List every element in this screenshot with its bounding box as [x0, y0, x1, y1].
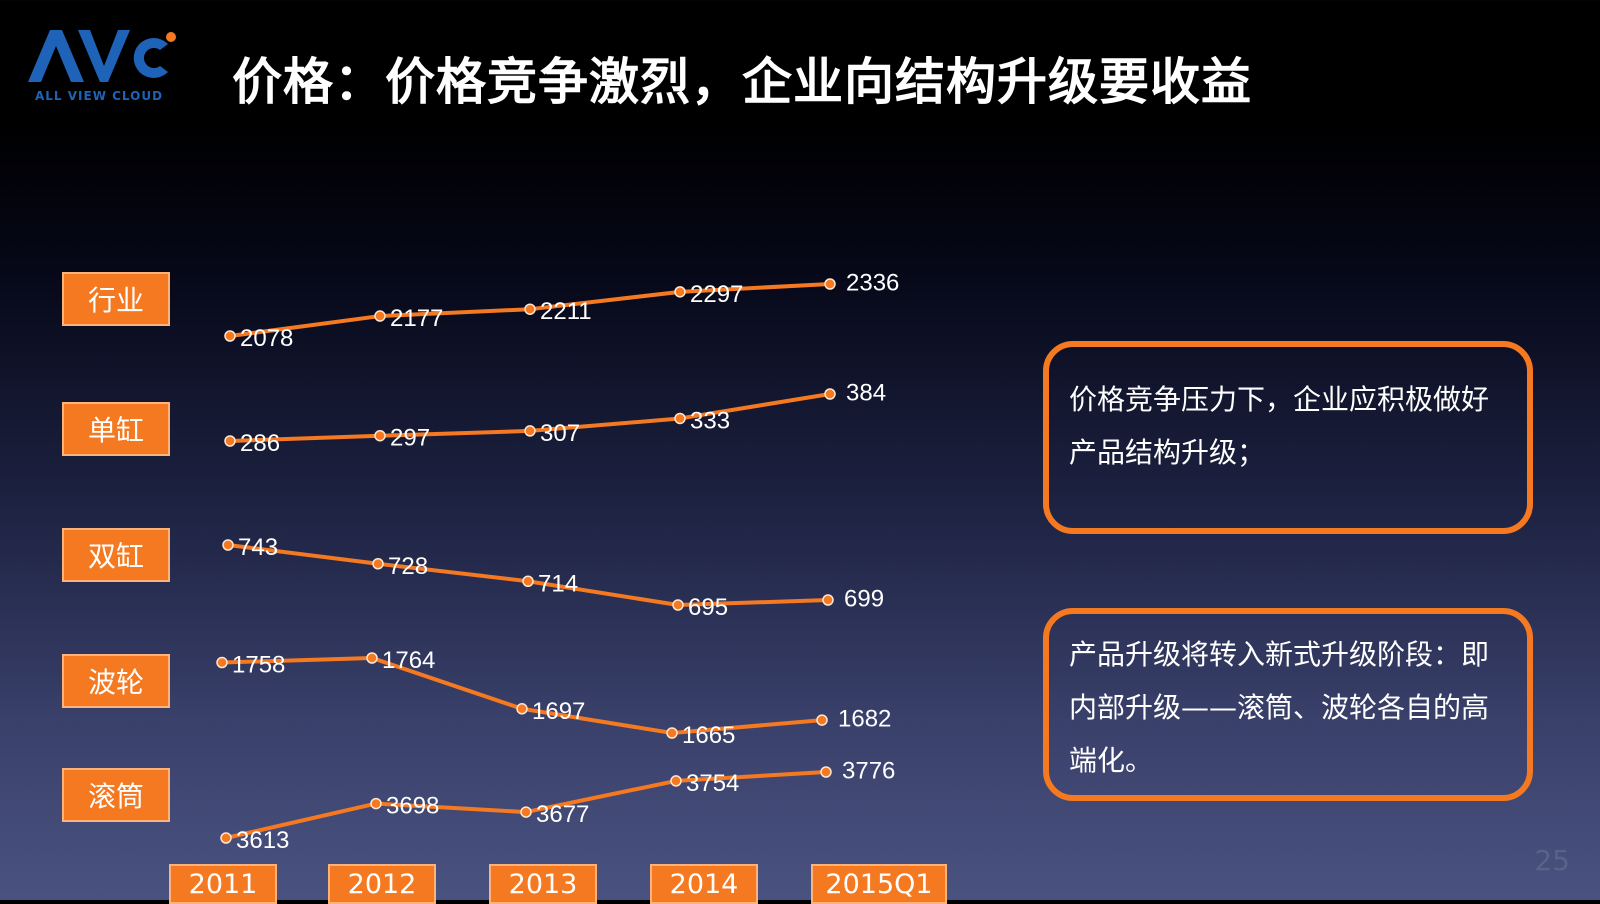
data-point-industry-4 [824, 278, 836, 290]
data-point-drum-1 [370, 797, 382, 810]
data-point-single-tub-4 [824, 388, 836, 400]
data-label-industry-0: 2078 [240, 325, 293, 352]
logo-tagline: ALL VIEW CLOUD [35, 89, 164, 103]
data-point-drum-2 [520, 806, 532, 818]
data-point-industry-2 [524, 303, 536, 315]
data-label-twin-tub-3: 695 [688, 594, 728, 621]
data-point-twin-tub-0 [222, 539, 234, 551]
series-line-twin-tub [227, 543, 829, 607]
data-point-drum-3 [670, 775, 682, 787]
series-label-drum: 滚筒 [62, 768, 170, 822]
data-label-twin-tub-0: 743 [238, 534, 278, 561]
data-label-twin-tub-2: 714 [538, 570, 578, 597]
data-point-twin-tub-2 [522, 575, 534, 587]
series-label-single-tub: 单缸 [62, 402, 170, 456]
data-label-industry-2: 2211 [540, 298, 592, 325]
data-point-pulsator-1 [366, 652, 378, 664]
data-point-twin-tub-4 [822, 594, 834, 606]
data-label-industry-4: 2336 [846, 269, 899, 296]
note-box-structure-upgrade: 价格竞争压力下，企业应积极做好产品结构升级； [1043, 341, 1533, 534]
data-label-drum-2: 3677 [536, 801, 589, 828]
data-label-twin-tub-1: 728 [388, 553, 428, 580]
data-label-pulsator-4: 1682 [838, 705, 891, 732]
series-label-pulsator: 波轮 [62, 654, 170, 708]
data-point-single-tub-1 [374, 429, 386, 442]
data-label-industry-3: 2297 [690, 281, 743, 308]
data-point-single-tub-2 [524, 425, 536, 437]
data-label-single-tub-2: 307 [540, 420, 580, 447]
data-point-industry-3 [674, 286, 686, 298]
data-label-pulsator-2: 1697 [532, 698, 585, 725]
data-point-industry-0 [224, 330, 236, 342]
data-point-pulsator-3 [666, 727, 678, 739]
data-point-pulsator-2 [516, 703, 528, 715]
data-label-drum-3: 3754 [686, 770, 739, 797]
year-label-2013: 2013 [489, 864, 597, 904]
page-number: 25 [1534, 844, 1570, 877]
data-label-pulsator-0: 1758 [232, 652, 285, 679]
data-label-drum-0: 3613 [236, 827, 289, 854]
data-label-single-tub-4: 384 [846, 379, 886, 406]
data-label-single-tub-0: 286 [240, 430, 280, 457]
page-title: 价格：价格竞争激烈，企业向结构升级要收益 [232, 53, 1252, 111]
year-label-2012: 2012 [328, 864, 436, 904]
data-point-twin-tub-3 [672, 599, 684, 611]
data-point-single-tub-0 [224, 435, 236, 447]
year-label-2014: 2014 [650, 864, 758, 904]
data-label-pulsator-3: 1665 [682, 722, 735, 749]
series-label-industry: 行业 [62, 272, 170, 326]
note-box-internal-upgrade: 产品升级将转入新式升级阶段：即内部升级——滚筒、波轮各自的高端化。 [1043, 608, 1533, 801]
data-label-single-tub-3: 333 [690, 407, 730, 434]
data-label-single-tub-1: 297 [390, 425, 430, 452]
avc-logo [28, 30, 176, 82]
data-point-drum-4 [820, 766, 832, 778]
data-label-drum-1: 3698 [386, 793, 439, 820]
year-label-2011: 2011 [169, 864, 277, 904]
data-point-pulsator-0 [216, 656, 228, 669]
data-point-industry-1 [374, 310, 386, 322]
year-label-2015q1: 2015Q1 [811, 864, 947, 904]
data-point-pulsator-4 [816, 714, 828, 726]
data-label-drum-4: 3776 [842, 757, 895, 784]
data-label-pulsator-1: 1764 [382, 647, 435, 674]
data-point-drum-0 [220, 832, 232, 844]
series-label-twin-tub: 双缸 [62, 528, 170, 582]
data-label-twin-tub-4: 699 [844, 585, 884, 612]
data-point-single-tub-3 [674, 412, 686, 425]
data-point-twin-tub-1 [372, 558, 384, 570]
note-text-2: 产品升级将转入新式升级阶段：即内部升级——滚筒、波轮各自的高端化。 [1069, 638, 1490, 777]
data-label-industry-1: 2177 [390, 305, 443, 332]
note-text-1: 价格竞争压力下，企业应积极做好产品结构升级； [1069, 383, 1490, 469]
